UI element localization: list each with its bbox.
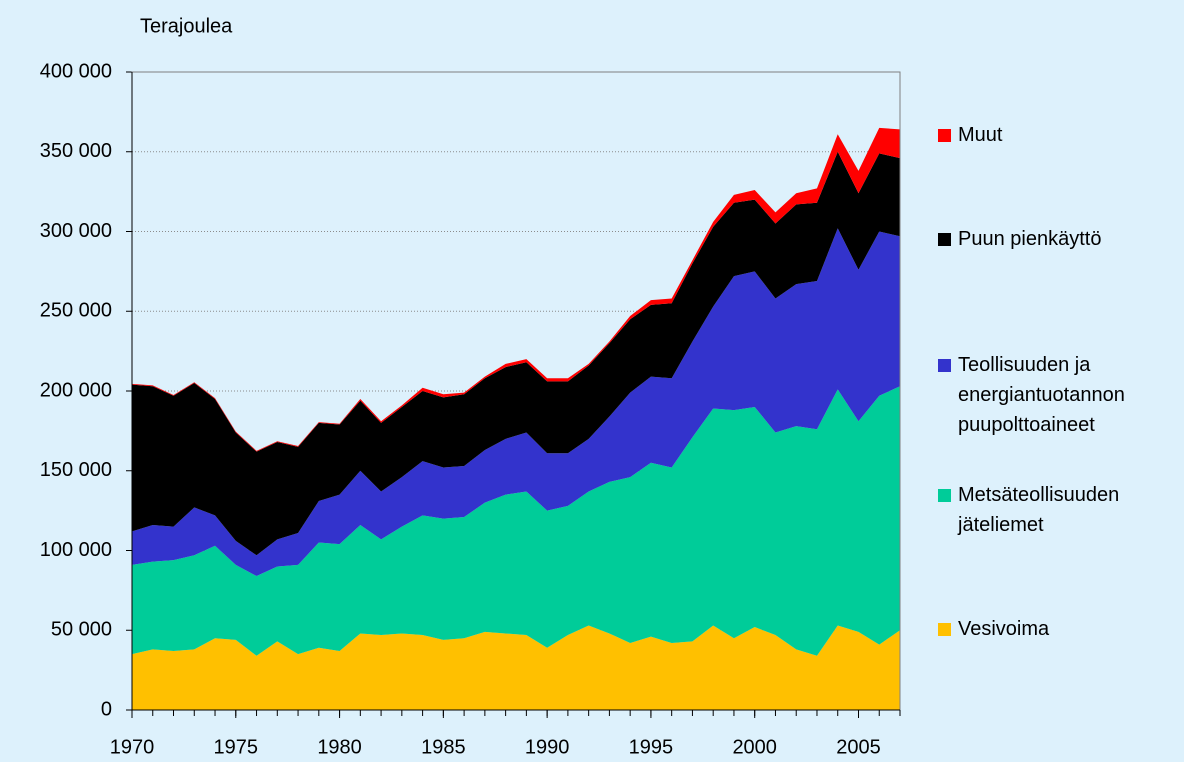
y-tick-label: 50 000 (51, 619, 112, 641)
legend-swatch (938, 359, 951, 372)
legend-label: Muut (958, 124, 1003, 146)
x-tick-label: 1980 (317, 736, 362, 758)
areas (132, 127, 900, 710)
y-tick-label: 300 000 (40, 220, 112, 242)
y-tick-label: 350 000 (40, 140, 112, 162)
area (132, 151, 900, 556)
x-tick-label: 2005 (836, 736, 881, 758)
legend-label: Puun pienkäyttö (958, 228, 1102, 250)
x-tick-label: 1970 (110, 736, 155, 758)
x-tick-label: 1975 (214, 736, 259, 758)
y-tick-label: 400 000 (40, 60, 112, 82)
legend-label: Teollisuuden ja energiantuotannon puupol… (958, 354, 1125, 436)
legend-swatch (938, 233, 951, 246)
area (132, 625, 900, 710)
y-axis-label: Terajoulea (140, 15, 233, 37)
y-tick-label: 100 000 (40, 539, 112, 561)
legend-swatch (938, 623, 951, 636)
legend-swatch (938, 129, 951, 142)
x-tick-label: 1985 (421, 736, 466, 758)
x-tick-label: 1990 (525, 736, 570, 758)
x-tick-label: 2000 (732, 736, 777, 758)
axes: 0 50 000 100 000 150 000 200 000 250 000 300 0… (40, 60, 901, 758)
area (132, 228, 900, 577)
y-tick-label: 200 000 (40, 379, 112, 401)
y-tick-label: 250 000 (40, 300, 112, 322)
x-tick-label: 1995 (629, 736, 674, 758)
legend-swatch (938, 489, 951, 502)
y-tick-label: 150 000 (40, 459, 112, 481)
y-tick-label: 0 (101, 698, 112, 720)
area (132, 386, 900, 656)
legend-label: Vesivoima (958, 618, 1050, 640)
legend-label: Metsäteollisuuden jäteliemet (958, 484, 1120, 536)
